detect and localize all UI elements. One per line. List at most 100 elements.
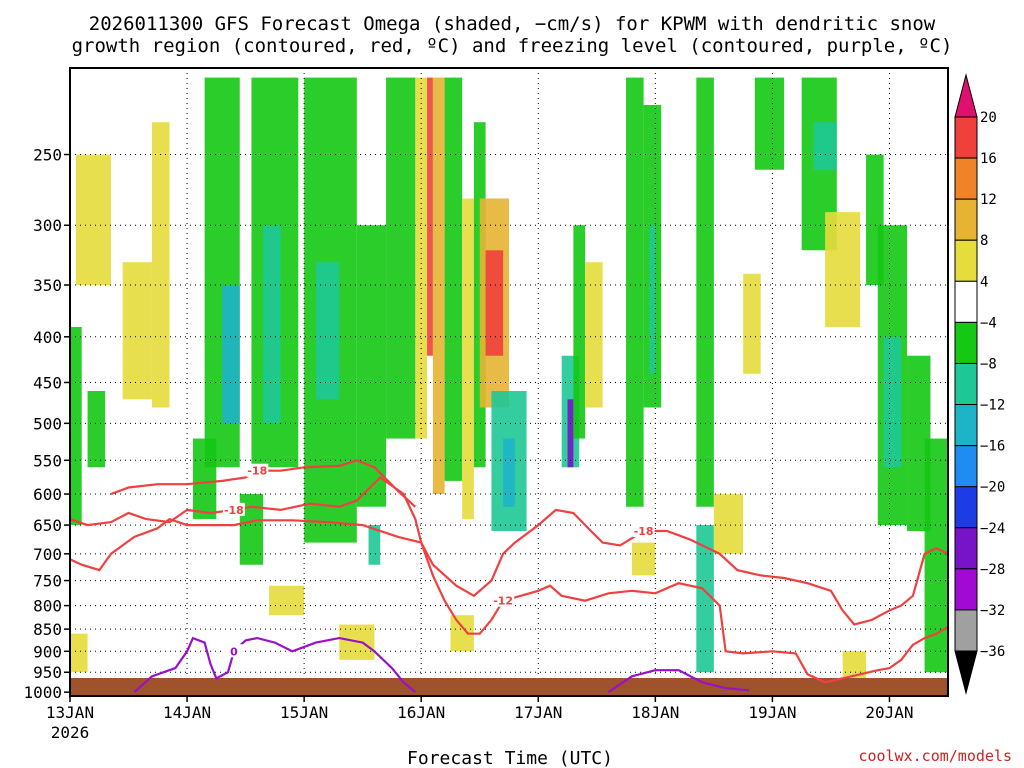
dgz-label-bg-1 [222, 502, 245, 516]
omega-cell-49 [70, 633, 88, 673]
dgz-label-3: -18 [634, 525, 654, 538]
colorbar-bottom-arrow [954, 650, 978, 695]
credit-link[interactable]: coolwx.com/models [858, 747, 1012, 765]
omega-cell-6 [222, 285, 240, 424]
colorbar-bin-5 [954, 280, 978, 323]
y-tick-label-500: 500 [33, 414, 62, 433]
y-tick-label-900: 900 [33, 642, 62, 661]
dgz-contour-0 [69, 517, 949, 684]
dgz-contour-2 [110, 459, 417, 508]
omega-cell-15 [368, 525, 381, 565]
omega-cell-37 [754, 77, 785, 170]
colorbar-bin-3 [954, 198, 978, 241]
y-tick-label-800: 800 [33, 597, 62, 616]
colorbar-label-2: 12 [980, 192, 997, 208]
x-tick-label-14JAN: 14JAN [163, 703, 211, 722]
freezing-label-0: 0 [230, 645, 238, 658]
omega-cell-29 [585, 262, 603, 408]
x-tick-label-17JAN: 17JAN [514, 703, 562, 722]
x-tick-label-16JAN: 16JAN [397, 703, 445, 722]
omega-cell-19 [444, 77, 463, 481]
omega-cell-51 [631, 542, 656, 576]
omega-cell-2 [151, 122, 170, 408]
dgz-label-1: -18 [224, 504, 244, 517]
colorbar-label-8: −16 [980, 439, 1005, 455]
colorbar-label-3: 8 [980, 233, 988, 249]
y-tick-label-1000: 1000 [23, 683, 62, 702]
colorbar-label-6: −8 [980, 356, 997, 372]
colorbar-bin-7 [954, 362, 978, 406]
omega-cell-9 [192, 438, 217, 520]
x-axis-label: Forecast Time (UTC) [407, 748, 613, 768]
omega-cell-25 [503, 438, 515, 507]
x-tick-label-15JAN: 15JAN [280, 703, 328, 722]
dgz-label-bg-2 [246, 463, 269, 477]
omega-cell-13 [356, 225, 387, 507]
omega-cell-45 [924, 438, 948, 673]
colorbar-label-13: −36 [980, 644, 1005, 660]
x-tick-label-18JAN: 18JAN [631, 703, 679, 722]
freezing-contour-0 [133, 636, 417, 693]
colorbar-label-1: 16 [980, 151, 997, 167]
y-tick-label-400: 400 [33, 328, 62, 347]
omega-cell-3 [70, 326, 82, 526]
colorbar-top-arrow [954, 73, 978, 118]
dgz-contour-3 [420, 508, 949, 626]
terrain-ground [70, 678, 948, 696]
chart-title-line1: 2026011300 GFS Forecast Omega (shaded, −… [89, 13, 936, 35]
omega-cell-1 [122, 262, 152, 400]
omega-cell-0 [75, 154, 111, 286]
colorbar-bin-9 [954, 445, 978, 488]
colorbar-bin-11 [954, 527, 978, 570]
omega-cell-17 [427, 77, 433, 356]
omega-cell-27 [567, 399, 574, 468]
omega-cell-14 [386, 77, 416, 439]
omega-cell-36 [713, 494, 744, 554]
colorbar-label-0: 20 [980, 110, 997, 126]
omega-cell-18 [432, 77, 445, 495]
x-tick-label-19JAN: 19JAN [748, 703, 796, 722]
freezing-contour-1 [607, 669, 750, 694]
dgz-label-bg-0 [492, 593, 515, 607]
colorbar-bin-6 [954, 321, 978, 364]
x-year-label: 2026 [51, 723, 90, 742]
omega-cell-23 [485, 250, 504, 356]
x-tick-label-13JAN: 13JAN [46, 703, 94, 722]
chart-title-line2: growth region (contoured, red, ºC) and f… [72, 35, 953, 57]
y-tick-label-650: 650 [33, 516, 62, 535]
omega-cell-39 [813, 122, 837, 170]
omega-cell-35 [743, 273, 761, 374]
y-tick-label-700: 700 [33, 545, 62, 564]
omega-cell-10 [239, 494, 264, 565]
colorbar-bin-2 [954, 157, 978, 200]
y-tick-label-300: 300 [33, 216, 62, 235]
y-tick-label-350: 350 [33, 276, 62, 295]
x-axis: 13JAN 14JAN 15JAN 16JAN 17JAN 18JAN 19JAN 20JAN [46, 696, 914, 722]
colorbar-label-11: −28 [980, 562, 1005, 578]
omega-cell-28 [573, 225, 586, 439]
omega-cell-32 [649, 225, 656, 374]
dgz-label-2: -18 [247, 465, 267, 478]
colorbar-label-10: −24 [980, 521, 1005, 537]
dgz-label-bg-3 [632, 524, 655, 538]
contour-lines: -12 -18 -18 -18 0 [69, 459, 949, 694]
omega-cell-43 [883, 336, 902, 468]
colorbar-bin-1 [954, 116, 978, 159]
colorbar-bin-4 [954, 239, 978, 282]
omega-cell-34 [696, 525, 714, 673]
omega-cell-47 [450, 615, 474, 652]
colorbar-label-5: −4 [980, 315, 997, 331]
colorbar-bin-13 [954, 609, 978, 652]
colorbar-label-4: 4 [980, 274, 988, 290]
colorbar-label-12: −32 [980, 603, 1005, 619]
omega-cell-4 [87, 391, 106, 468]
omega-shading [70, 77, 948, 685]
omega-cell-12 [315, 262, 340, 400]
omega-cell-30 [626, 77, 644, 507]
y-tick-label-850: 850 [33, 620, 62, 639]
colorbar: 20 16 12 8 4 −4 −8 −12 −16 −20 −24 −28 −32 −36 [954, 73, 1005, 695]
omega-cell-33 [696, 77, 714, 507]
omega-cell-20 [462, 198, 474, 520]
y-tick-label-450: 450 [33, 373, 62, 392]
